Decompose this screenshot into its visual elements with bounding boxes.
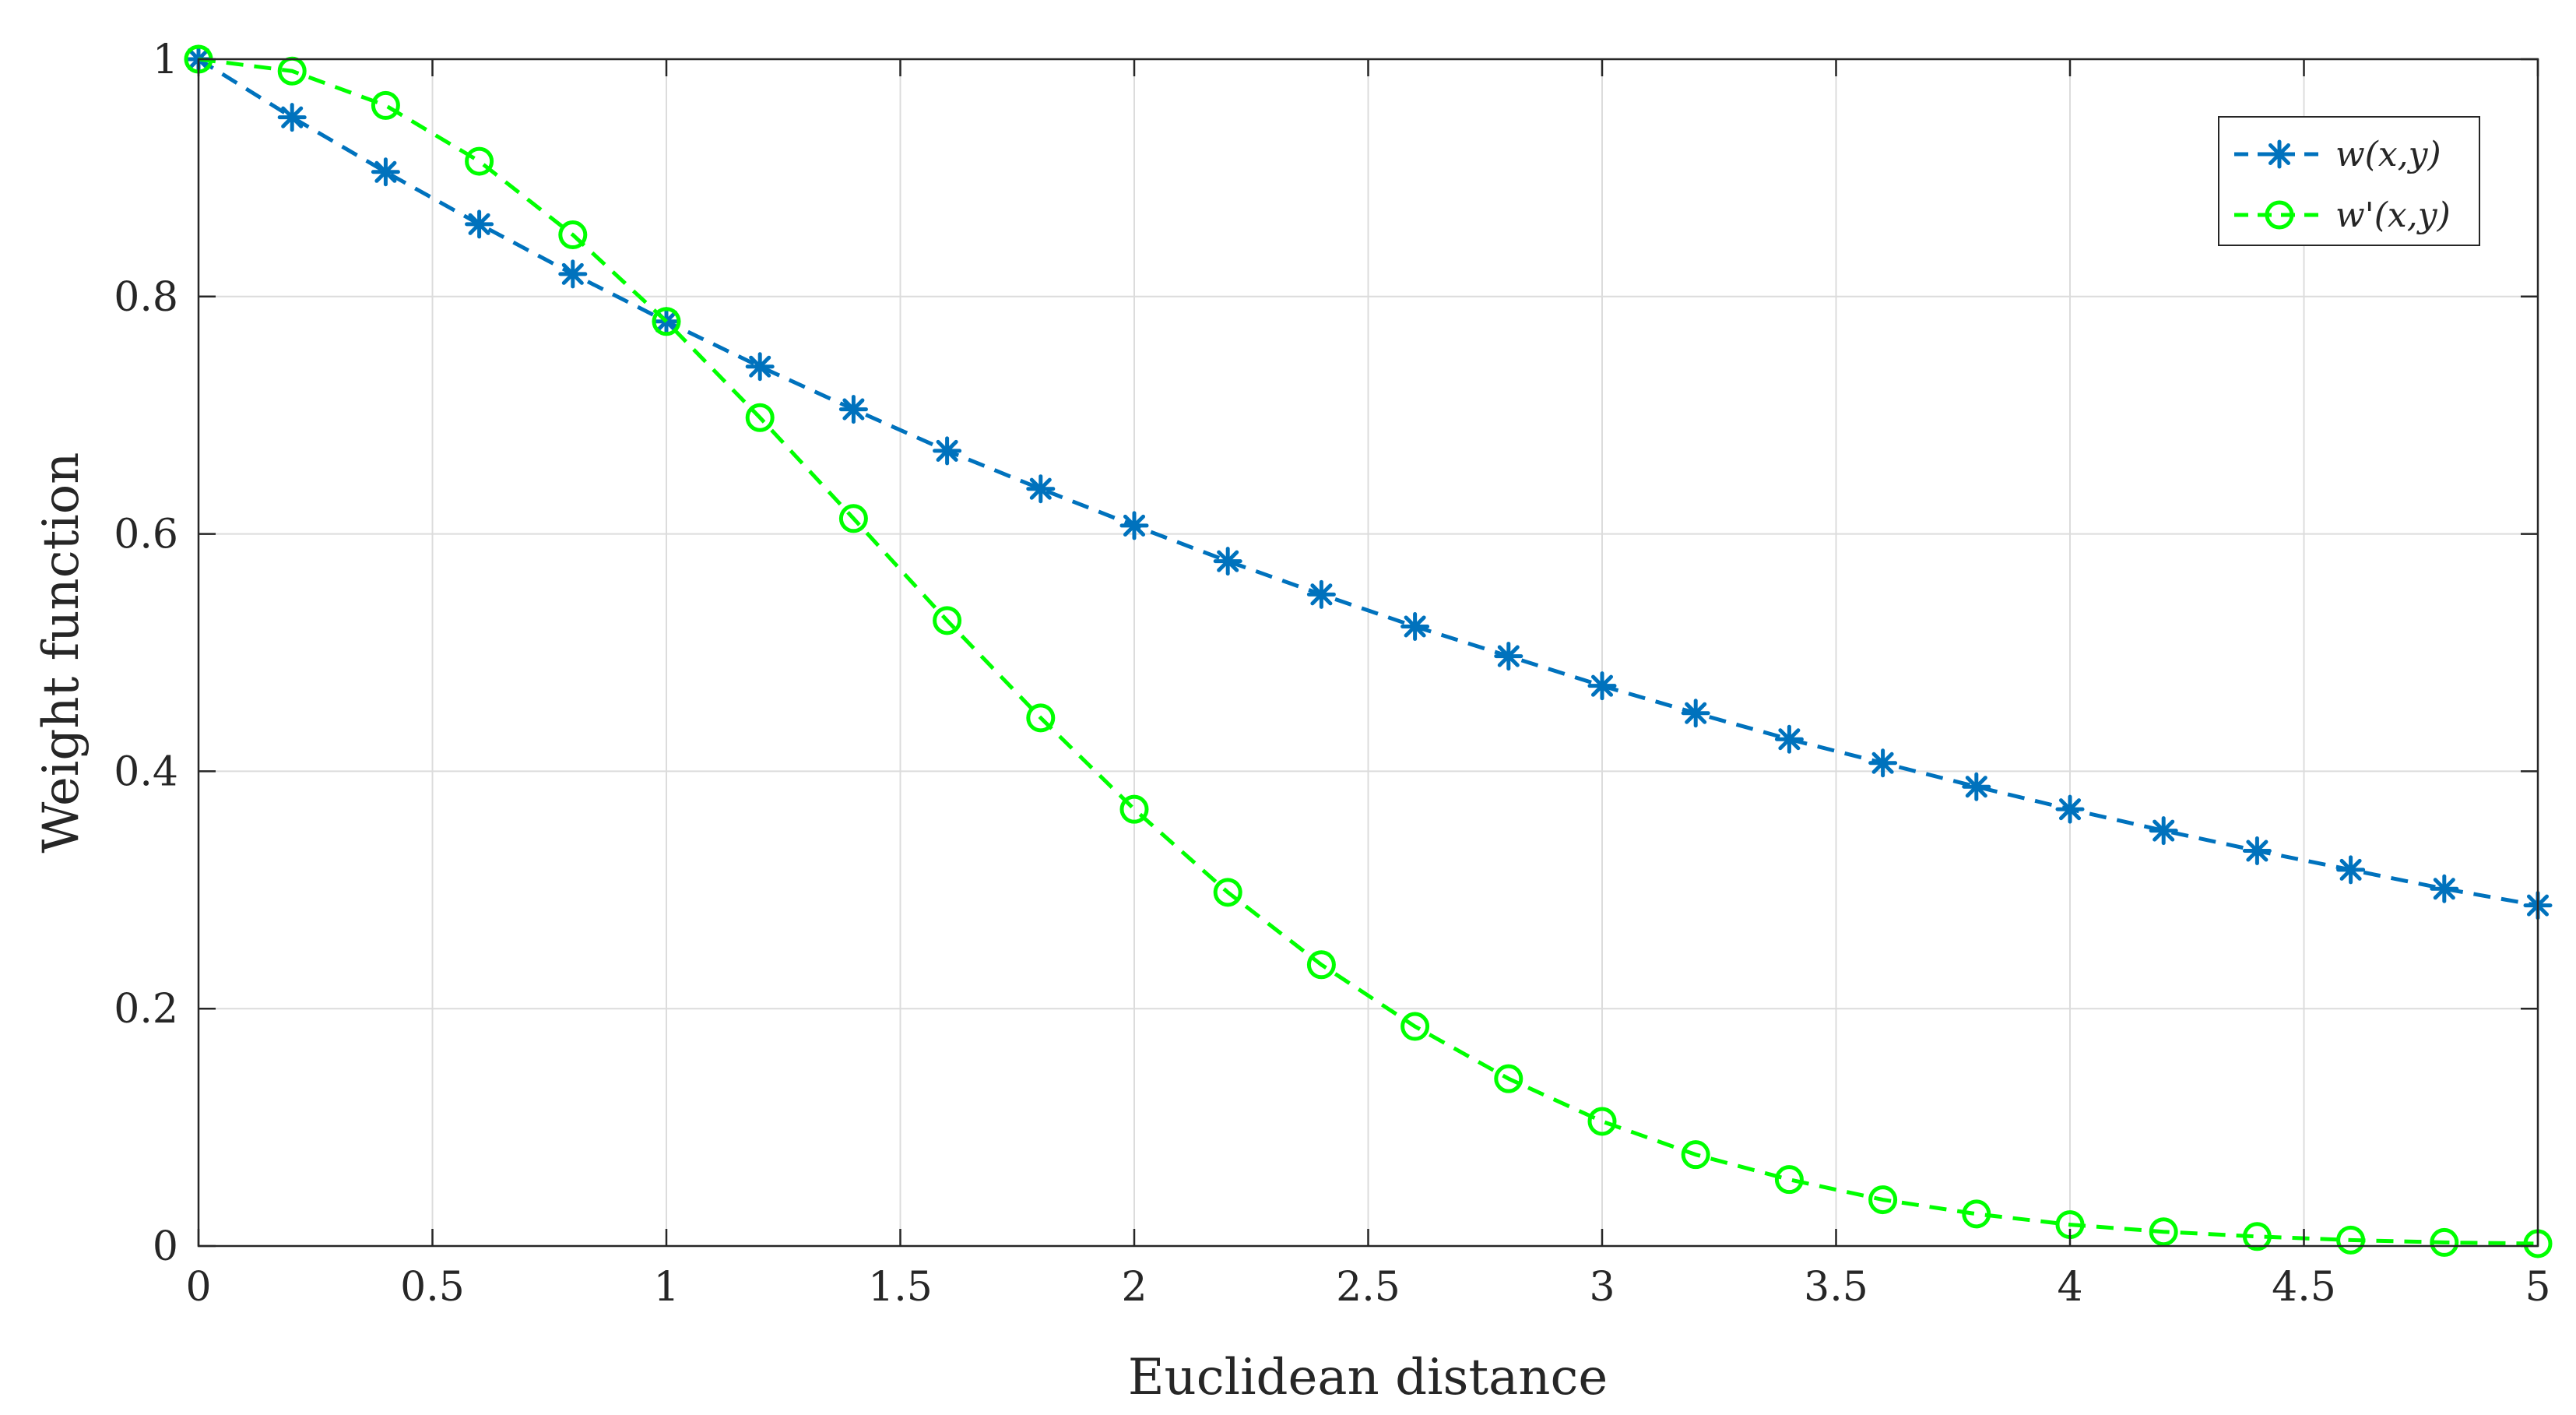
data-point bbox=[1868, 748, 1898, 778]
data-point bbox=[1494, 642, 1523, 671]
x-tick-label: 4 bbox=[2057, 1264, 2082, 1311]
data-point bbox=[745, 352, 775, 382]
data-point bbox=[2430, 1227, 2459, 1257]
data-point bbox=[1306, 950, 1336, 980]
data-point bbox=[1026, 703, 1056, 733]
legend-label: w(x,y) bbox=[2335, 135, 2441, 174]
legend-label: w'(x,y) bbox=[2335, 195, 2451, 235]
data-point bbox=[558, 220, 588, 250]
data-point bbox=[277, 103, 307, 132]
data-point bbox=[371, 157, 400, 187]
legend-item: w(x,y) bbox=[2234, 135, 2441, 174]
data-point bbox=[2149, 1217, 2178, 1247]
data-point bbox=[1962, 772, 1991, 801]
legend-marker bbox=[2265, 139, 2294, 169]
data-point bbox=[1587, 671, 1617, 701]
data-point bbox=[933, 606, 962, 635]
data-point bbox=[1494, 1064, 1523, 1093]
data-point bbox=[1119, 794, 1149, 824]
legend-box bbox=[2218, 116, 2480, 246]
data-point bbox=[838, 395, 868, 424]
data-point bbox=[2336, 855, 2366, 885]
legend-item: w'(x,y) bbox=[2234, 195, 2451, 235]
data-point bbox=[1400, 1012, 1430, 1041]
series-line bbox=[197, 57, 2539, 908]
data-point bbox=[2430, 874, 2459, 903]
data-point bbox=[933, 436, 962, 466]
y-axis-title: Weight function bbox=[33, 452, 90, 853]
data-point bbox=[1587, 1107, 1617, 1136]
data-point bbox=[1306, 579, 1336, 609]
data-point bbox=[2336, 1225, 2366, 1255]
x-tick-label: 5 bbox=[2525, 1264, 2550, 1311]
data-point bbox=[838, 504, 868, 533]
y-tick-label: 0 bbox=[153, 1223, 178, 1270]
x-tick-label: 1.5 bbox=[868, 1264, 933, 1311]
series-2 bbox=[184, 44, 2553, 1258]
y-tick-label: 0.2 bbox=[114, 986, 178, 1033]
ticks bbox=[197, 58, 2539, 1248]
data-point bbox=[1681, 1140, 1710, 1170]
data-point bbox=[465, 209, 494, 239]
data-point bbox=[1962, 1199, 1991, 1229]
x-tick-label: 2 bbox=[1121, 1264, 1147, 1311]
data-point bbox=[652, 307, 681, 336]
data-point bbox=[1213, 547, 1242, 576]
data-point bbox=[1774, 1165, 1804, 1195]
y-tick-label: 0.6 bbox=[114, 512, 178, 558]
data-point bbox=[1119, 511, 1149, 540]
y-tick-label: 0.4 bbox=[114, 748, 178, 795]
data-point bbox=[745, 403, 775, 432]
data-point bbox=[2242, 1222, 2272, 1251]
data-point bbox=[2242, 836, 2272, 866]
data-point bbox=[1774, 724, 1804, 754]
data-point bbox=[2149, 816, 2178, 846]
x-tick-label: 2.5 bbox=[1336, 1264, 1400, 1311]
data-point bbox=[1400, 611, 1430, 641]
tick-labels: 0 0.5 1 1.5 2 2.5 3 3.5 4 4.5 5 0 0.2 0.4 0.6 0.8 1 bbox=[114, 37, 2550, 1311]
data-point bbox=[371, 90, 400, 120]
legend: w(x,y) w'(x,y) bbox=[2218, 116, 2480, 246]
series-line bbox=[198, 57, 2539, 1246]
data-point bbox=[558, 259, 588, 289]
y-tick-label: 1 bbox=[153, 37, 178, 83]
data-point bbox=[1213, 878, 1242, 907]
x-tick-label: 3.5 bbox=[1804, 1264, 1868, 1311]
x-tick-label: 1 bbox=[653, 1264, 679, 1311]
x-tick-label: 0 bbox=[185, 1264, 211, 1311]
data-point bbox=[2055, 794, 2085, 824]
x-tick-label: 3 bbox=[1589, 1264, 1615, 1311]
x-tick-label: 4.5 bbox=[2272, 1264, 2336, 1311]
data-point bbox=[465, 146, 494, 176]
y-tick-label: 0.8 bbox=[114, 274, 178, 321]
data-point bbox=[1681, 699, 1710, 728]
data-point bbox=[1026, 474, 1056, 504]
legend-marker bbox=[2265, 200, 2294, 230]
data-point bbox=[1868, 1185, 1898, 1215]
x-tick-label: 0.5 bbox=[400, 1264, 465, 1311]
x-axis-title: Euclidean distance bbox=[1128, 1349, 1608, 1406]
